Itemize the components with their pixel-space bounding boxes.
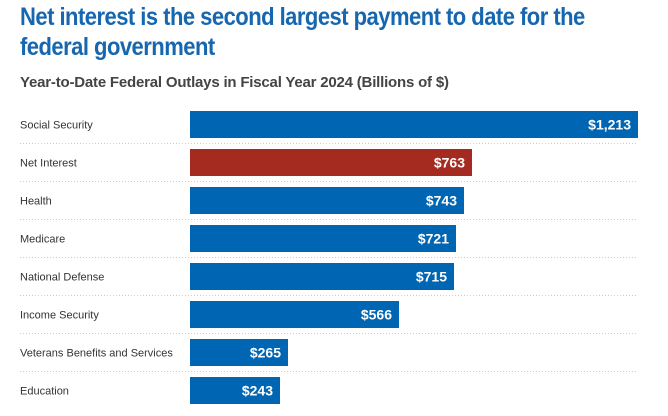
value-label: $721 — [418, 231, 449, 247]
bar-row: National Defense $715 — [20, 263, 638, 296]
bar-row: Net Interest $763 — [20, 149, 638, 182]
bar — [190, 339, 288, 366]
value-label: $715 — [416, 269, 447, 285]
bar — [190, 377, 280, 404]
value-label: $743 — [426, 193, 457, 209]
bar — [190, 225, 456, 252]
category-label: Veterans Benefits and Services — [20, 348, 173, 360]
bar — [190, 263, 454, 290]
category-label: Health — [20, 196, 52, 208]
category-label: Income Security — [20, 310, 99, 322]
category-label: Net Interest — [20, 158, 77, 170]
bar-row: Medicare $721 — [20, 225, 638, 258]
bar-row: Education $243 — [20, 377, 280, 404]
chart-title: Net interest is the second largest payme… — [20, 3, 585, 61]
bar — [190, 111, 638, 138]
value-label: $1,213 — [588, 117, 631, 133]
category-label: Medicare — [20, 234, 65, 246]
category-label: Social Security — [20, 120, 93, 132]
chart-subtitle: Year-to-Date Federal Outlays in Fiscal Y… — [20, 74, 449, 91]
bar-row: Income Security $566 — [20, 301, 638, 334]
category-label: Education — [20, 386, 69, 398]
value-label: $243 — [242, 383, 273, 399]
bar — [190, 187, 464, 214]
value-label: $763 — [434, 155, 465, 171]
value-label: $265 — [250, 345, 281, 361]
bar-row: Health $743 — [20, 187, 638, 220]
category-label: National Defense — [20, 272, 104, 284]
value-label: $566 — [361, 307, 392, 323]
bar — [190, 301, 399, 328]
bar-row: Social Security $1,213 — [20, 111, 638, 144]
bar — [190, 149, 472, 176]
bar-row: Veterans Benefits and Services $265 — [20, 339, 638, 372]
